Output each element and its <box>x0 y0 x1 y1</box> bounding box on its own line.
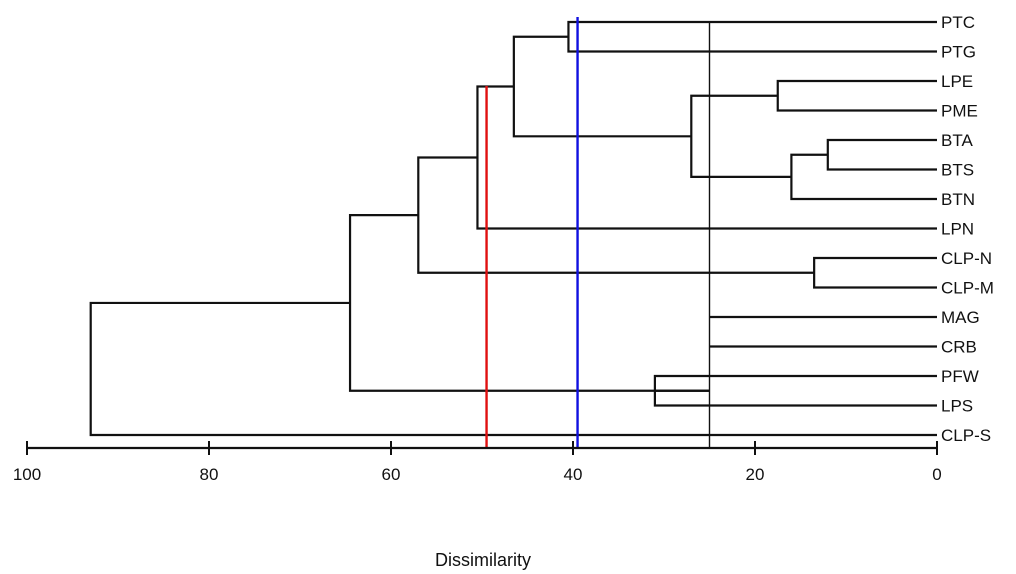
leaf-label: BTA <box>941 131 973 150</box>
leaf-label: CLP-N <box>941 249 992 268</box>
x-axis-label: Dissimilarity <box>435 550 531 570</box>
dendrogram-branch <box>826 138 937 171</box>
leaf-label: PTC <box>941 13 975 32</box>
x-tick-label: 20 <box>746 465 765 484</box>
x-tick-label: 80 <box>200 465 219 484</box>
dendrogram-branch <box>476 85 937 230</box>
leaf-label: MAG <box>941 308 980 327</box>
dendrogram-tree <box>89 20 937 437</box>
leaf-label: PME <box>941 102 978 121</box>
leaf-label: CLP-M <box>941 279 994 298</box>
leaf-label: BTS <box>941 161 974 180</box>
x-axis: 100 80 60 40 20 0 <box>13 441 942 484</box>
x-tick-label: 0 <box>932 465 941 484</box>
x-tick-label: 60 <box>382 465 401 484</box>
dendrogram-branch <box>690 94 792 178</box>
x-tick-label: 100 <box>13 465 41 484</box>
dendrogram-branch <box>790 153 937 201</box>
dendrogram-branch <box>813 256 937 289</box>
leaf-label: BTN <box>941 190 975 209</box>
leaf-label: LPS <box>941 397 973 416</box>
leaf-label: CRB <box>941 338 977 357</box>
cut-lines <box>485 17 711 448</box>
dendrogram-branch <box>776 79 937 112</box>
dendrogram-branch <box>89 301 937 437</box>
x-tick-label: 40 <box>564 465 583 484</box>
dendrogram-branch <box>348 214 710 392</box>
leaf-label: LPE <box>941 72 973 91</box>
leaf-label: CLP-S <box>941 426 991 445</box>
leaf-label: PTG <box>941 43 976 62</box>
leaf-label: PFW <box>941 367 979 386</box>
dendrogram-branch <box>567 20 937 53</box>
leaf-labels: PTC PTG LPE PME BTA BTS BTN LPN CLP-N CLP-M MAG CRB… <box>941 13 994 445</box>
leaf-label: LPN <box>941 220 974 239</box>
